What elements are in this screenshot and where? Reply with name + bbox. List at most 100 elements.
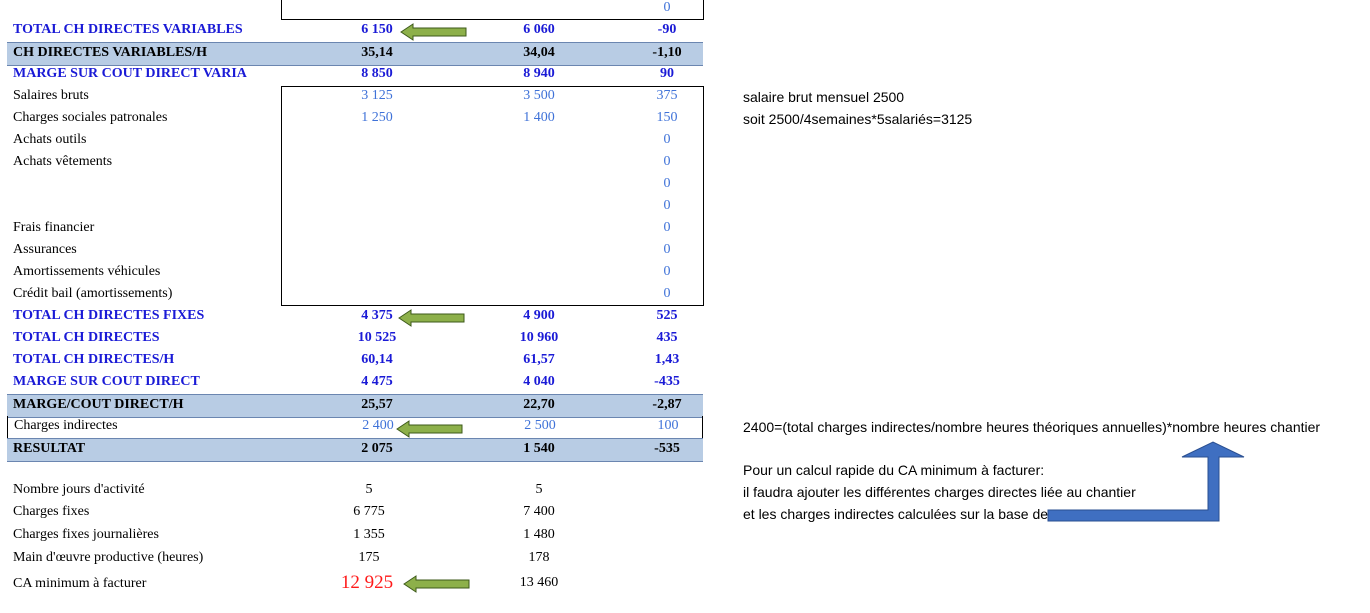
note-salary-1[interactable]: salaire brut mensuel 2500 — [743, 89, 905, 105]
row-top[interactable]: 0 — [7, 0, 703, 20]
cell-col1[interactable]: 2 075 — [361, 441, 393, 456]
cell-diff[interactable]: 0 — [663, 132, 671, 147]
row-main-oeuvre[interactable]: Main d'œuvre productive (heures) 175 178 — [7, 548, 703, 570]
cell-col2[interactable]: 2 500 — [524, 418, 556, 433]
cell-diff[interactable]: -435 — [654, 374, 680, 389]
cell-col2[interactable]: 34,04 — [523, 45, 555, 60]
row-nombre-jours[interactable]: Nombre jours d'activité 5 5 — [7, 480, 703, 502]
ca-minimum-value[interactable]: 12 925 — [340, 572, 394, 593]
cell-diff[interactable]: 90 — [660, 66, 674, 81]
note-calc-2[interactable]: il faudra ajouter les différentes charge… — [743, 484, 1136, 500]
cell-col1[interactable]: 2 400 — [362, 418, 394, 433]
row-total-ch-directes[interactable]: TOTAL CH DIRECTES 10 525 10 960 435 — [7, 328, 703, 350]
row-resultat[interactable]: RESULTAT 2 075 1 540 -535 — [7, 438, 703, 462]
cell-col2[interactable]: 1 540 — [523, 441, 555, 456]
cell-col2[interactable]: 7 400 — [523, 504, 555, 519]
row-label: Nombre jours d'activité — [13, 482, 145, 497]
cell-col2[interactable]: 4 040 — [523, 374, 555, 389]
cell-col1[interactable]: 175 — [358, 550, 380, 565]
green-arrow-left-icon — [400, 23, 467, 41]
row-label: RESULTAT — [13, 441, 86, 456]
cell-col2[interactable]: 3 500 — [523, 88, 555, 103]
cell-col1[interactable]: 5 — [365, 482, 373, 497]
cell-col1[interactable]: 3 125 — [361, 88, 393, 103]
row-marge-cout-direct[interactable]: MARGE SUR COUT DIRECT 4 475 4 040 -435 — [7, 372, 703, 394]
cell-col1[interactable]: 35,14 — [361, 45, 393, 60]
cell-col1[interactable]: 4 475 — [361, 374, 393, 389]
cell-diff[interactable]: 0 — [663, 220, 671, 235]
cell-col2[interactable]: 1 400 — [523, 110, 555, 125]
cell-diff[interactable]: -90 — [657, 22, 677, 37]
row-marge-cout-direct-varia[interactable]: MARGE SUR COUT DIRECT VARIA 8 850 8 940 … — [7, 64, 703, 86]
row-label: TOTAL CH DIRECTES/H — [13, 352, 175, 367]
cell-col1[interactable]: 1 355 — [353, 527, 385, 542]
cell-diff[interactable]: 0 — [663, 154, 671, 169]
cell-col1[interactable]: 6 775 — [353, 504, 385, 519]
cell-diff[interactable]: 1,43 — [654, 352, 680, 367]
cell-diff[interactable]: 0 — [663, 0, 671, 15]
cell-col2[interactable]: 10 960 — [519, 330, 559, 345]
note-indirect-formula[interactable]: 2400=(total charges indirectes/nombre he… — [743, 419, 1321, 435]
cell-col1[interactable]: 1 250 — [361, 110, 393, 125]
row-frais-financier[interactable]: Frais financier 0 — [7, 218, 703, 240]
green-arrow-left-icon — [403, 575, 470, 593]
cell-col2[interactable]: 61,57 — [523, 352, 555, 367]
cell-diff[interactable]: 525 — [656, 308, 678, 323]
cell-col1[interactable]: 4 375 — [361, 308, 393, 323]
row-charges-fixes-journalieres[interactable]: Charges fixes journalières 1 355 1 480 — [7, 525, 703, 547]
cell-col2[interactable]: 8 940 — [523, 66, 555, 81]
cell-col1[interactable]: 8 850 — [361, 66, 393, 81]
note-calc-3[interactable]: et les charges indirectes calculées sur … — [743, 506, 1049, 522]
cell-col1[interactable]: 10 525 — [357, 330, 397, 345]
row-total-ch-directes-fixes[interactable]: TOTAL CH DIRECTES FIXES 4 375 4 900 525 — [7, 306, 703, 328]
cell-diff[interactable]: -535 — [654, 441, 680, 456]
row-empty-2[interactable]: 0 — [7, 196, 703, 218]
green-arrow-left-icon — [396, 420, 463, 438]
row-charges-indirectes[interactable]: Charges indirectes 2 400 2 500 100 — [7, 416, 703, 438]
row-total-ch-directes-h[interactable]: TOTAL CH DIRECTES/H 60,14 61,57 1,43 — [7, 350, 703, 372]
note-salary-2[interactable]: soit 2500/4semaines*5salariés=3125 — [743, 111, 973, 127]
cell-col2[interactable]: 5 — [535, 482, 543, 497]
cell-diff[interactable]: 0 — [663, 198, 671, 213]
cell-col1[interactable]: 6 150 — [361, 22, 393, 37]
row-label: Charges fixes — [13, 504, 90, 519]
row-marge-cout-direct-h[interactable]: MARGE/COUT DIRECT/H 25,57 22,70 -2,87 — [7, 394, 703, 418]
cell-col2[interactable]: 13 460 — [519, 575, 559, 590]
cell-col1[interactable]: 25,57 — [361, 397, 393, 412]
cell-col2[interactable]: 178 — [528, 550, 550, 565]
cell-diff[interactable]: 375 — [656, 88, 678, 103]
row-achats-outils[interactable]: Achats outils 0 — [7, 130, 703, 152]
cell-col2[interactable]: 1 480 — [523, 527, 555, 542]
blue-bent-arrow-icon — [1047, 441, 1245, 522]
cell-diff[interactable]: 0 — [663, 242, 671, 257]
cell-diff[interactable]: 150 — [656, 110, 678, 125]
row-credit-bail[interactable]: Crédit bail (amortissements) 0 — [7, 284, 703, 306]
cell-diff[interactable]: 100 — [657, 418, 679, 433]
cell-diff[interactable]: 0 — [663, 264, 671, 279]
cell-col2[interactable]: 6 060 — [523, 22, 555, 37]
row-empty-1[interactable]: 0 — [7, 174, 703, 196]
cell-col2[interactable]: 4 900 — [523, 308, 555, 323]
cell-diff[interactable]: -2,87 — [652, 397, 682, 412]
cell-diff[interactable]: 435 — [656, 330, 678, 345]
cell-diff[interactable]: 0 — [663, 286, 671, 301]
row-charges-sociales[interactable]: Charges sociales patronales 1 250 1 400 … — [7, 108, 703, 130]
row-total-ch-directes-variables[interactable]: TOTAL CH DIRECTES VARIABLES 6 150 6 060 … — [7, 20, 703, 42]
note-calc-1[interactable]: Pour un calcul rapide du CA minimum à fa… — [743, 462, 1045, 478]
row-label: Achats outils — [13, 132, 87, 147]
cell-diff[interactable]: 0 — [663, 176, 671, 191]
row-label: MARGE SUR COUT DIRECT — [13, 374, 200, 389]
row-ch-directes-variables-h[interactable]: CH DIRECTES VARIABLES/H 35,14 34,04 -1,1… — [7, 42, 703, 66]
row-label: Assurances — [13, 242, 77, 257]
row-amortissements-vehicules[interactable]: Amortissements véhicules 0 — [7, 262, 703, 284]
green-arrow-left-icon — [398, 309, 465, 327]
row-achats-vetements[interactable]: Achats vêtements 0 — [7, 152, 703, 174]
cell-col1[interactable]: 60,14 — [361, 352, 393, 367]
cell-diff[interactable]: -1,10 — [652, 45, 682, 60]
cell-col2[interactable]: 22,70 — [523, 397, 555, 412]
row-ca-minimum[interactable]: CA minimum à facturer 12 925 13 460 — [7, 572, 703, 598]
row-salaires-bruts[interactable]: Salaires bruts 3 125 3 500 375 — [7, 86, 703, 108]
row-charges-fixes[interactable]: Charges fixes 6 775 7 400 — [7, 502, 703, 524]
row-assurances[interactable]: Assurances 0 — [7, 240, 703, 262]
row-label: CA minimum à facturer — [13, 576, 147, 591]
